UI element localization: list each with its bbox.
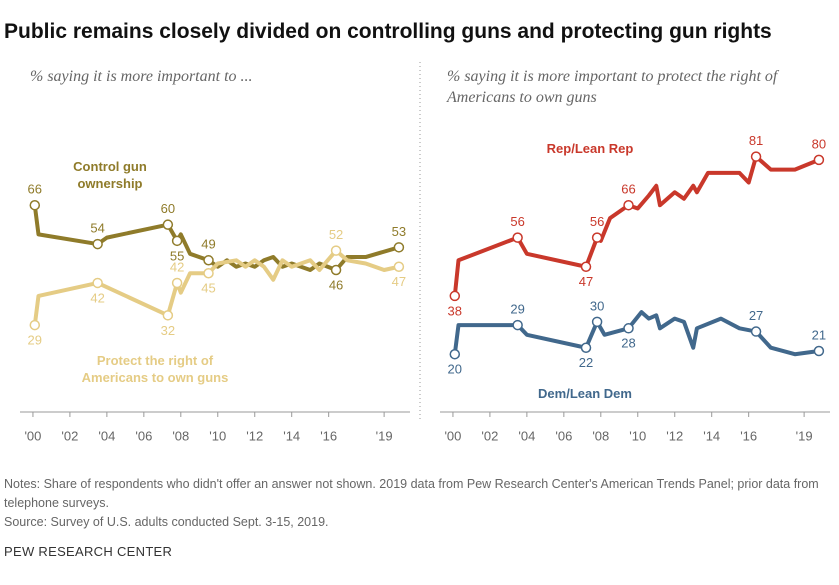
data-label: 81 <box>749 133 763 148</box>
data-label: 53 <box>392 224 406 239</box>
marker <box>750 151 762 162</box>
marker <box>203 255 214 266</box>
data-label: 56 <box>510 214 524 229</box>
x-tick-label: '02 <box>481 428 498 443</box>
x-tick-label: '19 <box>376 428 393 443</box>
marker <box>171 235 183 247</box>
x-tick-label: '00 <box>24 428 41 443</box>
subtitle: % saying it is more important to protect… <box>447 68 778 106</box>
x-tick-label: '08 <box>172 428 189 443</box>
source: Source: Survey of U.S. adults conducted … <box>4 515 329 529</box>
x-tick-label: '14 <box>703 428 720 443</box>
data-label: 28 <box>621 336 635 351</box>
line <box>452 310 820 357</box>
data-label: 49 <box>201 237 215 252</box>
series-label: Dem/Lean Dem <box>538 386 632 401</box>
marker <box>623 199 634 211</box>
marker <box>393 242 405 253</box>
data-label: 66 <box>28 182 42 197</box>
x-tick-label: '12 <box>246 428 263 443</box>
marker <box>330 264 342 276</box>
x-tick-label: '06 <box>135 428 152 443</box>
marker <box>813 345 825 357</box>
x-tick-label: '16 <box>320 428 337 443</box>
data-label: 30 <box>590 298 604 313</box>
data-label: 32 <box>161 323 175 338</box>
marker <box>203 267 214 279</box>
title: Public remains closely divided on contro… <box>4 20 772 43</box>
x-tick-label: '10 <box>629 428 646 443</box>
marker <box>580 342 592 353</box>
data-label: 55 <box>170 248 184 263</box>
marker <box>29 199 41 211</box>
data-label: 56 <box>590 214 604 229</box>
data-label: 27 <box>749 308 763 323</box>
series-label: Protect the right of Americans to own gu… <box>81 353 229 385</box>
data-label: 54 <box>90 221 104 236</box>
marker <box>162 310 174 321</box>
marker <box>591 232 603 243</box>
x-tick-label: '04 <box>518 428 535 443</box>
data-label: 29 <box>28 333 42 348</box>
x-tick-label: '02 <box>61 428 78 443</box>
x-tick-label: '00 <box>444 428 461 443</box>
data-label: 21 <box>812 327 826 342</box>
x-tick-label: '10 <box>209 428 226 443</box>
marker <box>29 319 41 331</box>
x-tick-label: '06 <box>555 428 572 443</box>
data-label: 42 <box>90 290 104 305</box>
data-label: 42 <box>170 259 184 274</box>
marker <box>591 316 603 328</box>
series-label: Control gun ownership <box>73 159 147 191</box>
marker <box>330 245 342 256</box>
data-label: 45 <box>201 281 215 296</box>
x-tick-label: '08 <box>592 428 609 443</box>
marker <box>580 261 592 273</box>
x-tick-label: '14 <box>283 428 300 443</box>
marker <box>449 348 461 360</box>
x-tick-label: '16 <box>740 428 757 443</box>
line <box>452 154 820 297</box>
marker <box>750 326 762 337</box>
data-label: 20 <box>448 362 462 377</box>
marker <box>623 323 634 334</box>
data-label: 47 <box>392 274 406 289</box>
marker <box>512 232 523 243</box>
notes: Notes: Share of respondents who didn't o… <box>4 477 819 510</box>
data-label: 22 <box>579 355 593 370</box>
data-label: 66 <box>621 182 635 197</box>
data-label: 47 <box>579 274 593 289</box>
marker <box>92 277 103 289</box>
data-label: 38 <box>448 303 462 318</box>
data-label: 52 <box>329 227 343 242</box>
marker <box>449 290 461 302</box>
marker <box>512 319 523 331</box>
marker <box>92 238 103 250</box>
marker <box>171 277 183 289</box>
x-tick-label: '12 <box>666 428 683 443</box>
marker <box>393 261 405 273</box>
series-label: Rep/Lean Rep <box>546 141 634 156</box>
subtitle: % saying it is more important to ... <box>30 68 253 85</box>
footer: PEW RESEARCH CENTER <box>4 544 173 559</box>
x-tick-label: '04 <box>98 428 115 443</box>
data-label: 80 <box>812 136 826 151</box>
data-label: 60 <box>161 201 175 216</box>
x-tick-label: '19 <box>796 428 813 443</box>
data-label: 29 <box>510 302 524 317</box>
marker <box>162 219 174 230</box>
data-label: 46 <box>329 277 343 292</box>
marker <box>813 154 825 166</box>
